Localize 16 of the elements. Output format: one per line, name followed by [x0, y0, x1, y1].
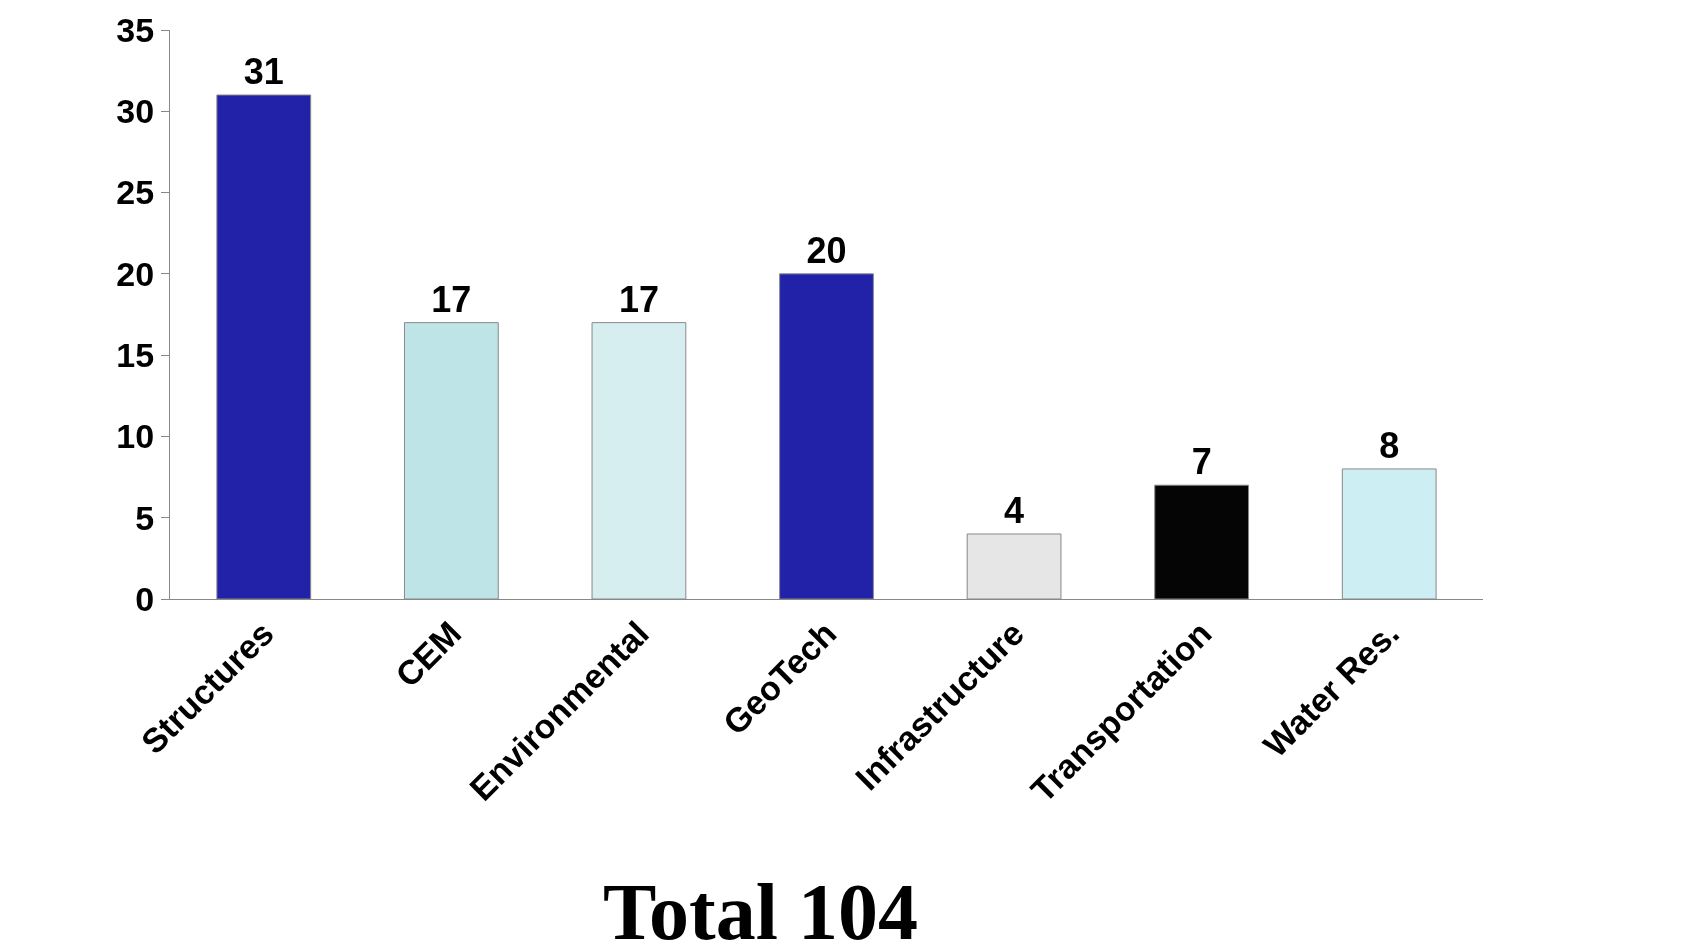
data-label: 20	[806, 229, 847, 271]
y-tick-label: 35	[116, 10, 155, 49]
data-label: 8	[1379, 424, 1400, 466]
data-label: 17	[431, 278, 472, 320]
y-tick-label: 5	[135, 498, 155, 537]
y-tick-label: 15	[116, 336, 155, 375]
y-tick-label: 0	[135, 579, 155, 618]
y-tick-label: 30	[116, 92, 155, 131]
data-label: 31	[243, 51, 284, 93]
y-tick-label: 20	[116, 254, 155, 293]
data-label: 4	[1004, 489, 1025, 531]
y-tick-label: 10	[116, 417, 155, 456]
data-label: 17	[618, 278, 659, 320]
y-tick-label: 25	[116, 173, 155, 212]
text: Total 104	[603, 868, 918, 951]
data-label: 7	[1191, 441, 1212, 483]
